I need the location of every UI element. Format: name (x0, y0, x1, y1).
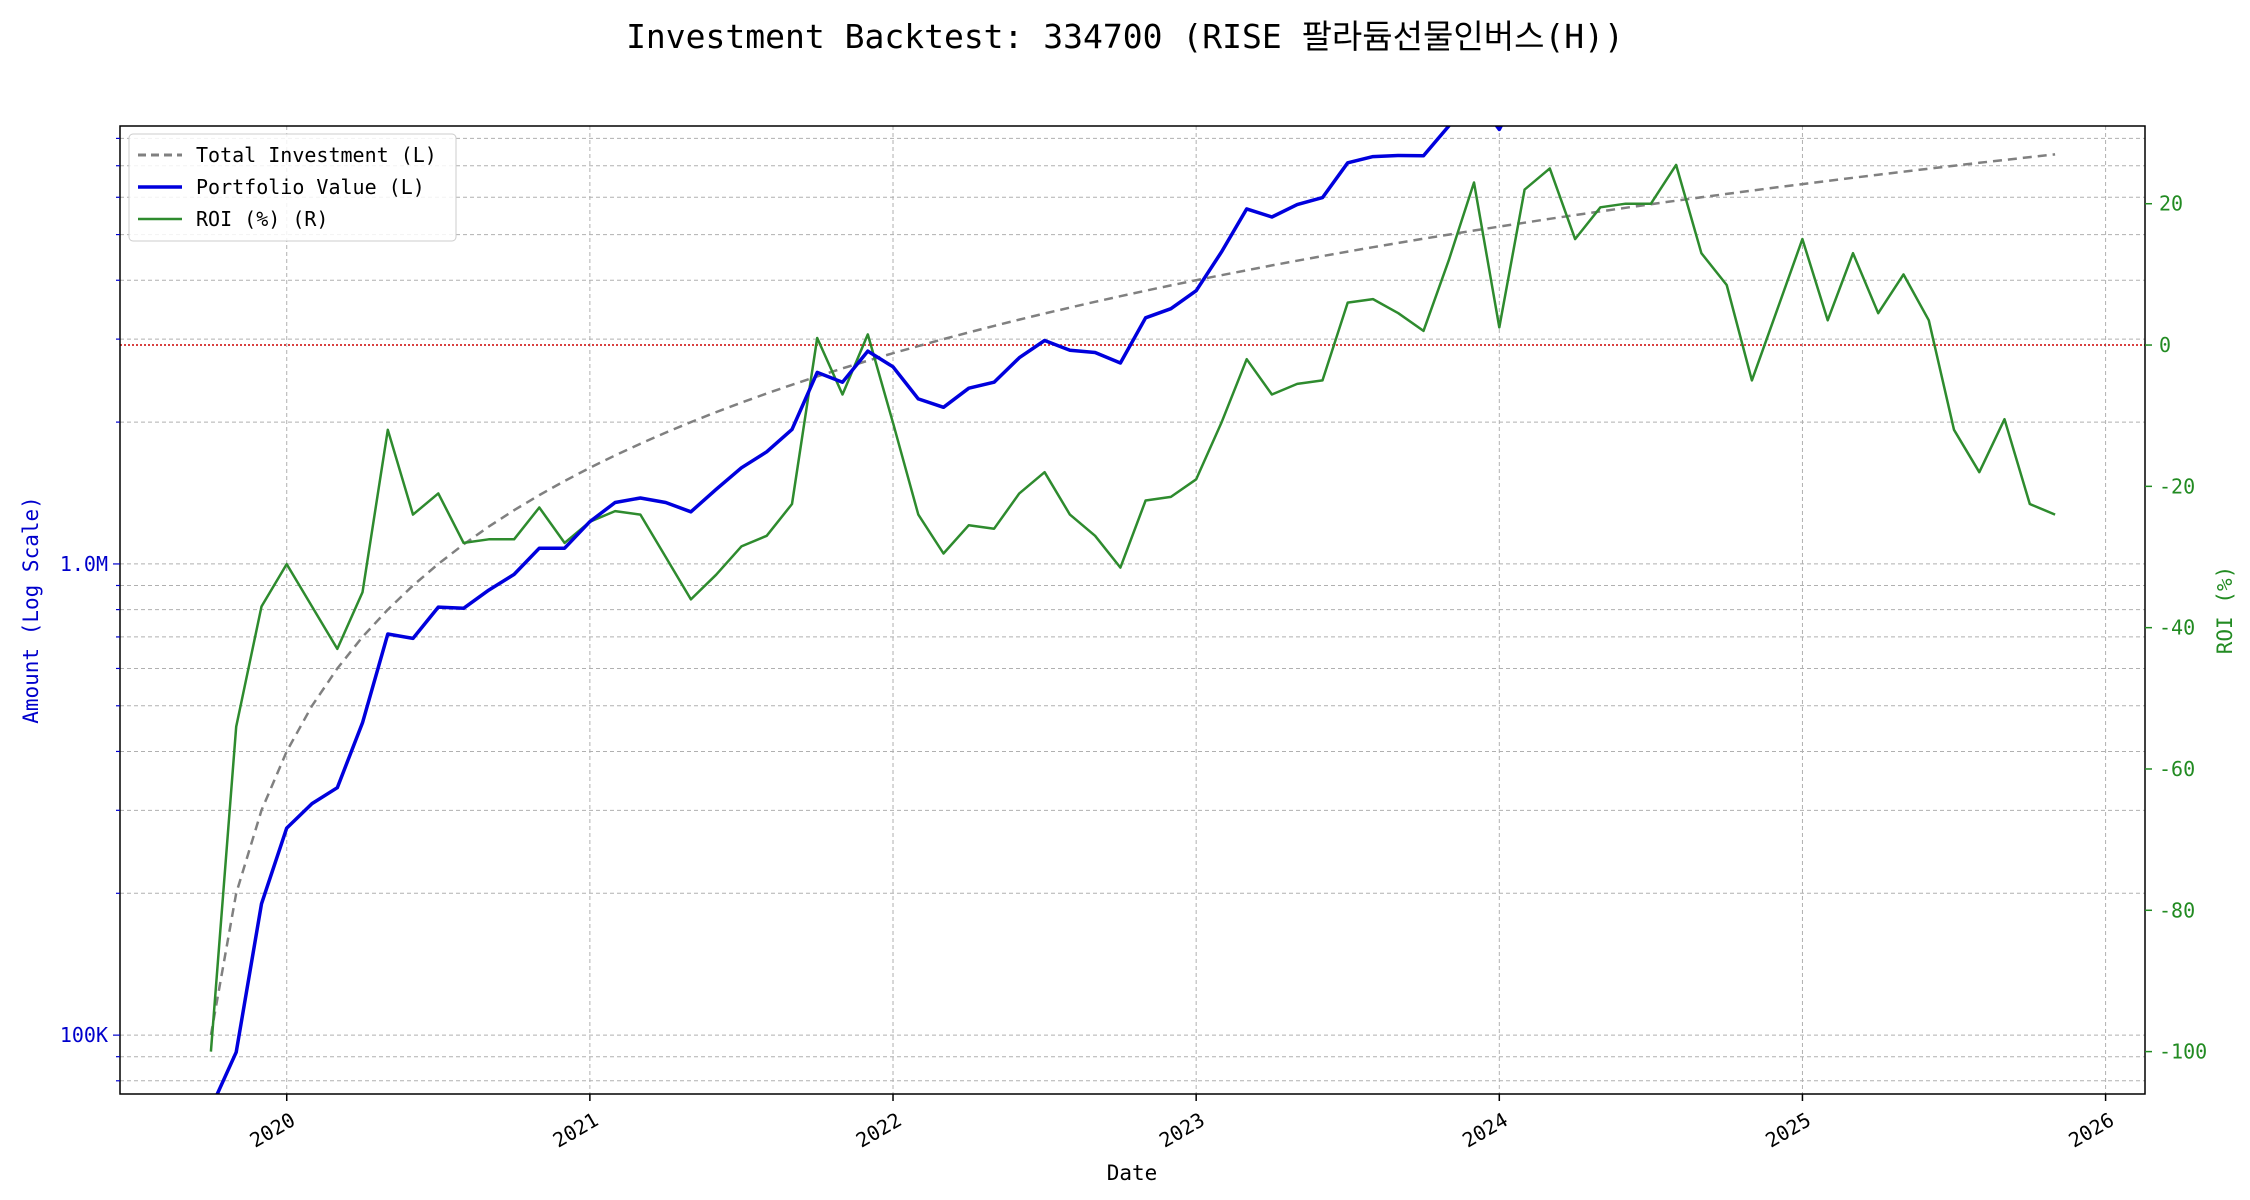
legend-label-portfolio-value: Portfolio Value (L) (196, 175, 425, 199)
right-tick-label: -100 (2159, 1040, 2207, 1064)
x-tick-label: 2025 (1761, 1108, 1815, 1153)
grid-lines (120, 126, 2145, 1094)
right-tick-label: -20 (2159, 474, 2195, 498)
right-tick-label: -60 (2159, 757, 2195, 781)
right-axis-label: ROI (%) (2213, 566, 2237, 655)
legend-label-total-investment: Total Investment (L) (196, 143, 437, 167)
left-axis-label: Amount (Log Scale) (19, 496, 43, 724)
series-line-roi-r (209, 163, 2056, 1052)
left-tick-label: 1.0M (60, 552, 108, 576)
left-axis-ticks: 100K 1.0M (60, 137, 120, 1082)
chart-title: Investment Backtest: 334700 (RISE 팔라듐선물인… (626, 17, 1624, 56)
series-line-portfolio-value-l (215, 126, 1504, 1094)
x-axis-ticks: 2020 2021 2022 2023 2024 2025 2026 (246, 1094, 2118, 1153)
right-axis-ticks: 20 0 -20 -40 -60 -80 -100 (2145, 192, 2207, 1064)
right-tick-label: 0 (2159, 333, 2171, 357)
series-layer (209, 126, 2056, 1094)
left-tick-label: 100K (60, 1023, 108, 1047)
series-line-total-investment-l (209, 153, 2056, 1036)
x-tick-label: 2023 (1155, 1108, 1209, 1153)
right-tick-label: -80 (2159, 898, 2195, 922)
legend-box (128, 133, 457, 242)
legend-label-roi: ROI (%) (R) (196, 207, 328, 231)
x-tick-label: 2021 (549, 1108, 603, 1153)
x-tick-label: 2024 (1458, 1108, 1512, 1153)
x-tick-label: 2020 (246, 1108, 300, 1153)
legend: Total Investment (L) Portfolio Value (L)… (128, 133, 457, 242)
right-tick-label: 20 (2159, 192, 2183, 216)
x-axis-label: Date (1107, 1161, 1158, 1185)
right-tick-label: -40 (2159, 616, 2195, 640)
x-tick-label: 2026 (2064, 1108, 2118, 1153)
x-tick-label: 2022 (852, 1108, 906, 1153)
